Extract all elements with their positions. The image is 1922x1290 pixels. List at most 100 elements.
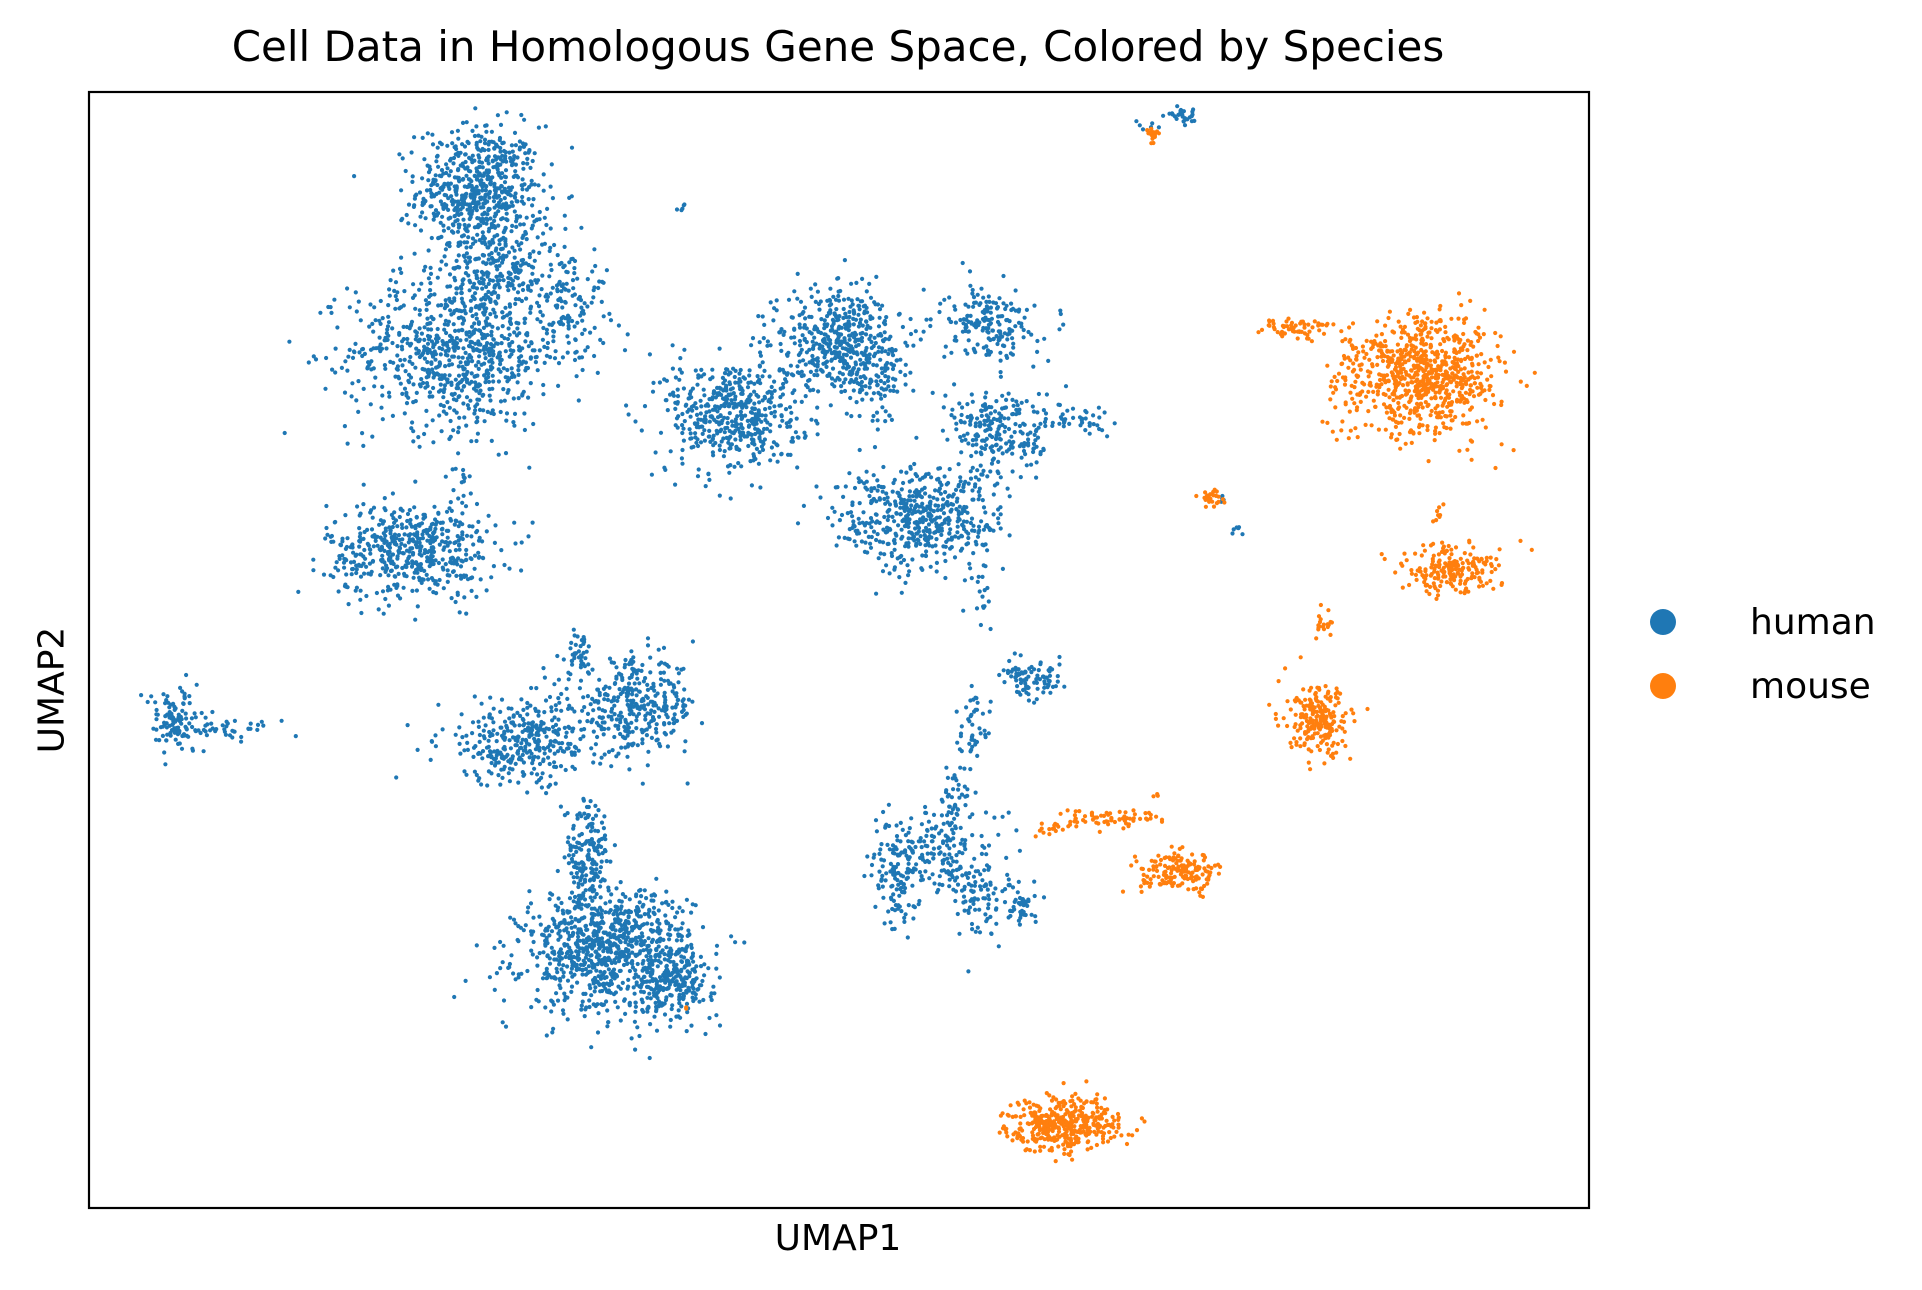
scatter-point-human: [499, 217, 504, 222]
scatter-point-human: [577, 833, 582, 838]
scatter-point-human: [534, 732, 539, 737]
scatter-point-human: [544, 331, 550, 336]
scatter-point-human: [762, 368, 767, 373]
scatter-point-human: [700, 431, 705, 436]
scatter-point-human: [169, 728, 175, 733]
scatter-point-human: [361, 443, 366, 448]
scatter-point-human: [471, 200, 476, 205]
scatter-point-human: [438, 267, 443, 272]
scatter-point-human: [500, 190, 505, 195]
scatter-point-human: [702, 372, 707, 377]
scatter-point-human: [654, 876, 659, 881]
scatter-point-human: [558, 947, 564, 952]
scatter-point-human: [453, 377, 458, 382]
scatter-point-human: [220, 723, 225, 728]
scatter-point-human: [417, 287, 422, 292]
scatter-point-human: [760, 360, 765, 365]
scatter-point-human: [522, 721, 527, 727]
scatter-point-human: [607, 983, 612, 988]
scatter-point-human: [489, 223, 495, 228]
scatter-point-human: [542, 746, 547, 752]
scatter-point-human: [499, 237, 504, 242]
scatter-point-human: [645, 636, 651, 641]
scatter-point-human: [482, 240, 487, 245]
scatter-point-human: [560, 305, 565, 310]
scatter-point-human: [162, 750, 167, 755]
scatter-point-human: [622, 926, 627, 931]
scatter-point-human: [553, 703, 558, 708]
scatter-point-human: [503, 451, 509, 456]
scatter-point-human: [580, 999, 585, 1004]
scatter-point-human: [397, 546, 403, 551]
scatter-point-human: [420, 536, 425, 541]
scatter-point-human: [575, 840, 580, 845]
scatter-point-human: [456, 425, 461, 430]
scatter-point-human: [411, 575, 416, 580]
scatter-point-human: [640, 904, 645, 909]
scatter-point-human: [779, 452, 784, 457]
scatter-point-human: [395, 290, 400, 295]
scatter-point-human: [507, 204, 512, 209]
scatter-point-human: [455, 562, 460, 567]
scatter-point-human: [486, 513, 491, 518]
scatter-point-human: [477, 732, 482, 738]
scatter-point-human: [803, 394, 808, 399]
scatter-point-human: [486, 289, 491, 294]
scatter-point-human: [680, 423, 685, 428]
scatter-point-human: [472, 281, 477, 286]
scatter-point-human: [546, 755, 551, 760]
scatter-point-human: [469, 371, 474, 376]
scatter-point-human: [396, 374, 401, 379]
scatter-point-human: [436, 560, 441, 566]
scatter-point-human: [683, 703, 688, 708]
scatter-point-human: [476, 216, 482, 221]
scatter-point-human: [497, 135, 503, 141]
scatter-point-human: [600, 943, 605, 949]
scatter-point-human: [480, 286, 485, 291]
scatter-point-human: [431, 342, 436, 347]
scatter-point-human: [663, 997, 669, 1003]
scatter-point-human: [577, 686, 583, 691]
scatter-point-human: [448, 560, 453, 565]
scatter-point-human: [524, 237, 529, 242]
scatter-point-human: [752, 401, 757, 406]
scatter-point-human: [623, 894, 628, 900]
scatter-point-human: [684, 402, 689, 407]
scatter-point-human: [589, 300, 594, 305]
scatter-point-human: [681, 386, 687, 391]
scatter-point-human: [579, 662, 584, 667]
scatter-point-human: [519, 971, 524, 976]
scatter-point-human: [572, 709, 577, 714]
scatter-point-human: [565, 350, 570, 355]
scatter-point-human: [365, 527, 370, 533]
scatter-point-human: [464, 547, 469, 553]
scatter-point-human: [548, 262, 553, 267]
scatter-point-human: [504, 723, 509, 729]
scatter-point-human: [555, 253, 560, 258]
scatter-point-human: [456, 253, 461, 258]
scatter-point-human: [673, 915, 678, 920]
scatter-point-human: [598, 969, 603, 974]
scatter-point-human: [707, 428, 712, 433]
scatter-point-human: [455, 199, 460, 204]
scatter-point-human: [464, 423, 469, 428]
scatter-point-human: [487, 359, 492, 364]
scatter-point-human: [433, 526, 438, 532]
scatter-point-human: [535, 317, 540, 322]
scatter-point-human: [549, 1009, 554, 1014]
scatter-point-human: [445, 348, 450, 353]
scatter-point-human: [633, 1009, 638, 1014]
scatter-point-human: [554, 966, 559, 971]
scatter-point-human: [507, 354, 512, 359]
scatter-point-human: [537, 217, 542, 222]
scatter-point-human: [570, 974, 575, 979]
scatter-point-human: [454, 291, 459, 296]
scatter-point-human: [647, 907, 652, 912]
scatter-point-human: [703, 403, 708, 408]
scatter-point-human: [795, 296, 800, 301]
scatter-point-human: [449, 596, 454, 601]
scatter-point-human: [490, 373, 495, 378]
scatter-point-human: [566, 835, 571, 840]
scatter-point-human: [555, 653, 560, 659]
scatter-point-human: [532, 348, 537, 353]
